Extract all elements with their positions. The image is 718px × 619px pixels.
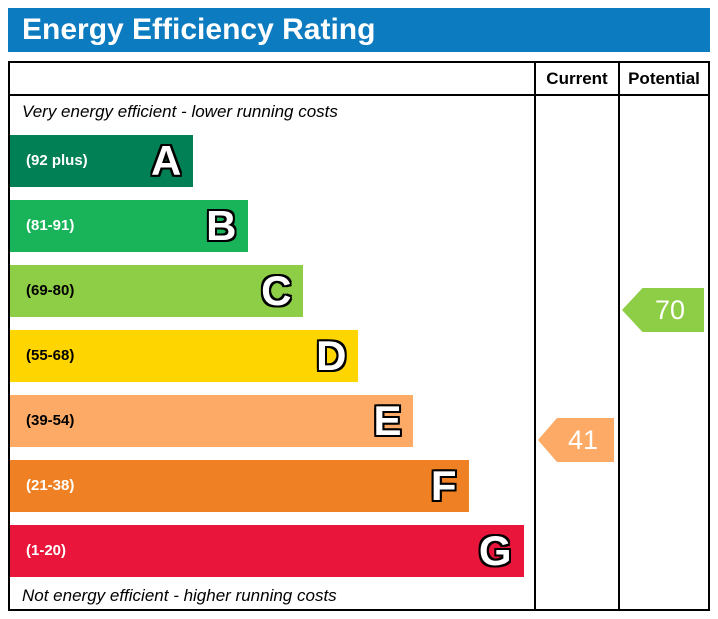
band-row-f: (21-38) F xyxy=(10,453,534,518)
band-range-label: (81-91) xyxy=(26,217,75,234)
band-letter: E xyxy=(373,396,402,444)
current-column-header: Current xyxy=(534,63,618,96)
title-bar: Energy Efficiency Rating xyxy=(8,8,710,52)
band-letter: C xyxy=(261,266,292,314)
band-range-label: (55-68) xyxy=(26,347,75,364)
top-annotation: Very energy efficient - lower running co… xyxy=(22,102,338,121)
band-letter: F xyxy=(430,461,457,509)
band-row-c: (69-80) C xyxy=(10,258,534,323)
band-row-b: (81-91) B xyxy=(10,193,534,258)
current-rating-arrow-icon: 41 xyxy=(538,418,614,462)
current-column: 41 xyxy=(534,96,618,609)
band-bar-g: (1-20) G xyxy=(10,524,524,577)
band-bar-d: (55-68) D xyxy=(10,329,359,382)
band-letter: B xyxy=(206,201,237,249)
potential-rating-arrow-icon: 70 xyxy=(622,288,704,332)
band-bar-c: (69-80) C xyxy=(10,264,304,317)
energy-efficiency-chart: Current Potential Very energy efficient … xyxy=(8,61,710,611)
potential-rating-value: 70 xyxy=(654,294,686,325)
band-letter: D xyxy=(316,331,347,379)
band-bar-b: (81-91) B xyxy=(10,199,249,252)
band-bar-e: (39-54) E xyxy=(10,394,414,447)
page-title: Energy Efficiency Rating xyxy=(22,13,376,46)
header-corner-cell xyxy=(10,63,534,96)
band-letter: G xyxy=(478,526,512,574)
band-row-g: (1-20) G xyxy=(10,518,534,583)
bands-column: Very energy efficient - lower running co… xyxy=(10,96,534,609)
band-row-d: (55-68) D xyxy=(10,323,534,388)
band-range-label: (69-80) xyxy=(26,282,75,299)
current-rating-value: 41 xyxy=(567,424,599,455)
band-range-label: (92 plus) xyxy=(26,152,88,169)
band-letter: A xyxy=(151,136,182,184)
band-row-a: (92 plus) A xyxy=(10,128,534,193)
band-range-label: (1-20) xyxy=(26,542,67,559)
band-bar-f: (21-38) F xyxy=(10,459,469,512)
band-range-label: (21-38) xyxy=(26,477,75,494)
potential-column-header: Potential xyxy=(618,63,708,96)
band-row-e: (39-54) E xyxy=(10,388,534,453)
band-bar-a: (92 plus) A xyxy=(10,134,194,187)
potential-column: 70 xyxy=(618,96,708,609)
bottom-annotation: Not energy efficient - higher running co… xyxy=(22,586,337,605)
band-range-label: (39-54) xyxy=(26,412,75,429)
